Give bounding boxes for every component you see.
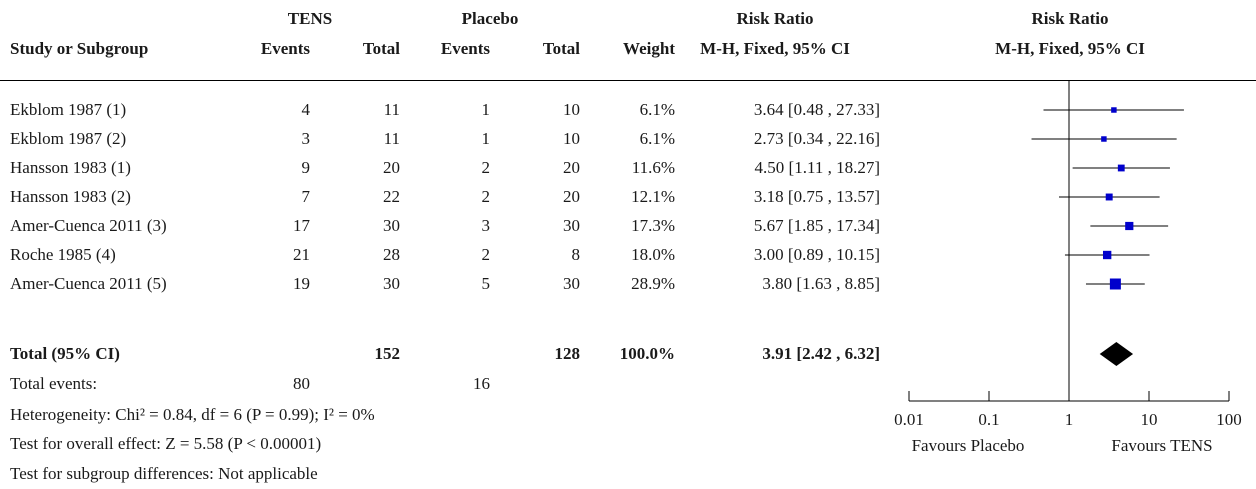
risk-ratio-ci: 3.18 [0.75 , 13.57]: [753, 187, 880, 206]
risk-ratio-ci: 3.80 [1.63 , 8.85]: [762, 274, 880, 293]
weight: 28.9%: [631, 274, 675, 293]
placebo-total: 30: [563, 216, 580, 235]
study-name: Amer-Cuenca 2011 (3): [10, 216, 167, 235]
column-header-placebo-events: Events: [440, 39, 490, 58]
placebo-events: 2: [481, 187, 491, 206]
column-header-tens-events: Events: [260, 39, 310, 58]
placebo-events: 1: [481, 100, 491, 119]
study-square: [1111, 107, 1117, 113]
x-tick-label: 100: [1216, 410, 1242, 429]
column-header-tens-total: Total: [362, 39, 400, 58]
weight: 11.6%: [631, 158, 675, 177]
subgroup-differences-text: Test for subgroup differences: Not appli…: [10, 464, 318, 483]
study-square: [1105, 193, 1113, 201]
total-tens: 152: [374, 344, 401, 363]
x-tick-label: 10: [1141, 410, 1158, 429]
x-tick-label: 0.01: [894, 410, 924, 429]
favours-left-label: Favours Placebo: [912, 436, 1025, 455]
study-square: [1125, 221, 1134, 231]
risk-ratio-ci: 2.73 [0.34 , 22.16]: [753, 129, 880, 148]
tens-events: 21: [293, 245, 310, 264]
total-weight: 100.0%: [619, 344, 675, 363]
favours-right-label: Favours TENS: [1111, 436, 1212, 455]
study-square: [1101, 136, 1107, 142]
tens-events: 3: [301, 129, 311, 148]
placebo-total: 8: [571, 245, 581, 264]
weight: 18.0%: [631, 245, 675, 264]
study-name: Ekblom 1987 (2): [10, 129, 127, 148]
column-header-study: Study or Subgroup: [10, 39, 149, 58]
overall-effect-text: Test for overall effect: Z = 5.58 (P < 0…: [10, 434, 322, 453]
risk-ratio-table-title: Risk Ratio: [736, 9, 814, 28]
study-name: Ekblom 1987 (1): [10, 100, 127, 119]
risk-ratio-ci: 3.00 [0.89 , 10.15]: [753, 245, 880, 264]
total-events-tens: 80: [293, 374, 310, 393]
total-label: Total (95% CI): [10, 344, 120, 363]
x-tick-label: 1: [1065, 410, 1074, 429]
tens-events: 4: [301, 100, 311, 119]
weight: 6.1%: [639, 100, 675, 119]
risk-ratio-plot-title: Risk Ratio: [1031, 9, 1109, 28]
placebo-total: 20: [563, 187, 580, 206]
tens-events: 7: [301, 187, 311, 206]
tens-total: 30: [383, 274, 400, 293]
placebo-events: 2: [481, 245, 491, 264]
tens-total: 28: [383, 245, 400, 264]
placebo-events: 1: [481, 129, 491, 148]
total-events-placebo: 16: [473, 374, 490, 393]
weight: 6.1%: [639, 129, 675, 148]
total-risk-ratio-ci: 3.91 [2.42 , 6.32]: [762, 344, 880, 363]
study-name: Roche 1985 (4): [10, 245, 116, 264]
study-square: [1102, 250, 1112, 260]
placebo-total: 20: [563, 158, 580, 177]
total-events-label: Total events:: [10, 374, 98, 393]
tens-events: 17: [293, 216, 310, 235]
placebo-total: 30: [563, 274, 580, 293]
study-name: Amer-Cuenca 2011 (5): [10, 274, 167, 293]
placebo-events: 3: [481, 216, 491, 235]
weight: 17.3%: [631, 216, 675, 235]
weight: 12.1%: [631, 187, 675, 206]
tens-total: 11: [383, 100, 400, 119]
tens-events: 19: [293, 274, 310, 293]
placebo-total: 10: [563, 129, 580, 148]
study-square: [1117, 164, 1125, 172]
column-header-ci-table: M-H, Fixed, 95% CI: [700, 39, 850, 58]
x-tick-label: 0.1: [978, 410, 999, 429]
group-header-placebo: Placebo: [461, 9, 519, 28]
column-header-weight: Weight: [623, 39, 675, 58]
placebo-total: 10: [563, 100, 580, 119]
tens-total: 20: [383, 158, 400, 177]
tens-total: 22: [383, 187, 400, 206]
header-divider: [0, 80, 1256, 81]
pooled-diamond: [1099, 342, 1134, 366]
tens-total: 30: [383, 216, 400, 235]
risk-ratio-ci: 4.50 [1.11 , 18.27]: [754, 158, 880, 177]
placebo-events: 2: [481, 158, 491, 177]
column-header-placebo-total: Total: [542, 39, 580, 58]
study-name: Hansson 1983 (1): [10, 158, 131, 177]
risk-ratio-ci: 3.64 [0.48 , 27.33]: [753, 100, 880, 119]
tens-total: 11: [383, 129, 400, 148]
placebo-events: 5: [481, 274, 491, 293]
heterogeneity-text: Heterogeneity: Chi² = 0.84, df = 6 (P = …: [10, 405, 375, 424]
total-placebo: 128: [554, 344, 581, 363]
column-header-ci-plot: M-H, Fixed, 95% CI: [995, 39, 1145, 58]
risk-ratio-ci: 5.67 [1.85 , 17.34]: [753, 216, 880, 235]
tens-events: 9: [301, 158, 311, 177]
study-square: [1109, 278, 1121, 290]
group-header-tens: TENS: [287, 9, 333, 28]
study-name: Hansson 1983 (2): [10, 187, 131, 206]
